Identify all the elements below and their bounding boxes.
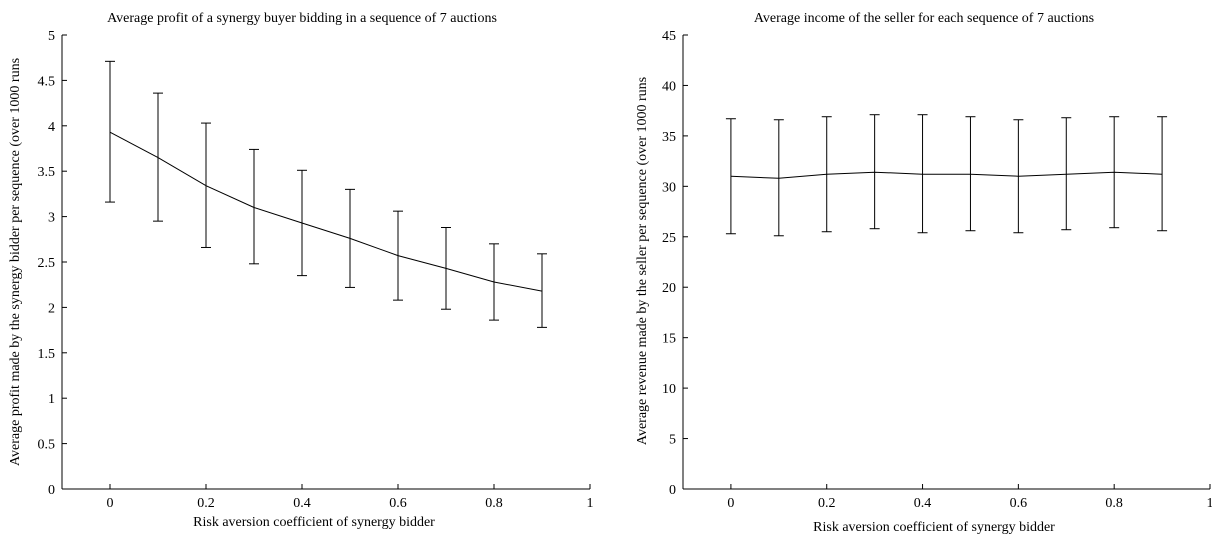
x-tick-label: 1 — [587, 496, 594, 511]
x-tick-label: 0.8 — [1105, 496, 1123, 511]
x-tick-label: 0.4 — [914, 496, 932, 511]
x-tick-label: 0.6 — [389, 496, 407, 511]
x-tick-label: 0 — [107, 496, 114, 511]
y-tick-label: 4.5 — [38, 74, 56, 89]
profit-chart: Average profit of a synergy buyer biddin… — [8, 11, 594, 530]
y-tick-label: 0.5 — [38, 438, 56, 453]
y-tick-label: 2 — [48, 301, 55, 316]
y-axis-label: Average profit made by the synergy bidde… — [8, 58, 23, 466]
y-tick-label: 5 — [669, 433, 676, 448]
series-lines — [109, 131, 543, 292]
y-tick-label: 5 — [48, 29, 55, 44]
x-axis-label: Risk aversion coefficient of synergy bid… — [813, 520, 1055, 535]
y-tick-label: 3.5 — [38, 165, 56, 180]
y-tick-label: 3 — [48, 211, 55, 226]
y-tick-label: 2.5 — [38, 256, 56, 271]
y-tick-label: 35 — [662, 130, 676, 145]
chart-title: Average profit of a synergy buyer biddin… — [107, 11, 497, 26]
x-tick-label: 1 — [1207, 496, 1212, 511]
x-tick-label: 0 — [727, 496, 734, 511]
y-tick-label: 1 — [48, 392, 55, 407]
x-tick-label: 0.8 — [485, 496, 503, 511]
y-tick-label: 1.5 — [38, 347, 56, 362]
error-bars — [105, 60, 547, 328]
ticks: 0 5 10 15 20 25 30 35 40 45 0 0.2 0.4 0.6 0.8 1 — [662, 29, 1212, 511]
x-tick-label: 0.2 — [197, 496, 215, 511]
y-tick-label: 10 — [662, 382, 676, 397]
x-axis-label: Risk aversion coefficient of synergy bid… — [193, 515, 435, 530]
y-tick-label: 0 — [48, 483, 55, 498]
x-tick-label: 0.4 — [293, 496, 311, 511]
y-tick-label: 25 — [662, 231, 676, 246]
y-tick-label: 15 — [662, 332, 676, 347]
y-tick-label: 40 — [662, 79, 676, 94]
series-line — [109, 131, 543, 292]
y-axis-label: Average revenue made by the seller per s… — [635, 77, 650, 445]
seller-income-chart: Average income of the seller for each se… — [635, 11, 1212, 535]
axes — [61, 35, 590, 490]
y-tick-label: 30 — [662, 180, 676, 195]
ticks: 0 0.5 1 1.5 2 2.5 3 3.5 4 4.5 5 0 0.2 0.4 0.6 0.8 1 — [38, 29, 594, 511]
x-tick-label: 0.2 — [818, 496, 836, 511]
x-tick-label: 0.6 — [1010, 496, 1028, 511]
y-tick-label: 4 — [48, 120, 55, 135]
series-lines — [730, 171, 1163, 179]
series-line — [730, 171, 1163, 179]
chart-title: Average income of the seller for each se… — [754, 11, 1094, 26]
axes — [682, 35, 1210, 490]
y-tick-label: 0 — [669, 483, 676, 498]
y-tick-label: 20 — [662, 281, 676, 296]
y-tick-label: 45 — [662, 29, 676, 44]
error-bars — [725, 114, 1168, 237]
